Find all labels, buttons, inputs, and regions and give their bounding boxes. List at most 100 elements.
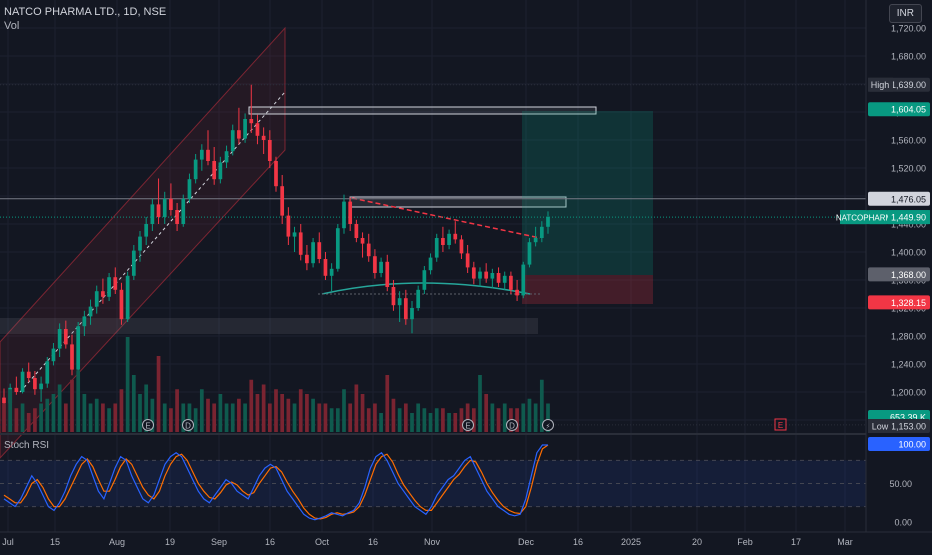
volume-bar [403, 403, 408, 432]
volume-bar [101, 403, 105, 432]
volume-bar [447, 413, 451, 432]
candle-body [403, 298, 408, 320]
candle-body [546, 217, 550, 227]
volume-bar [218, 394, 223, 432]
candle-body [249, 119, 254, 124]
last-price-cover [888, 210, 930, 225]
candle-body [63, 329, 68, 345]
trend-line [351, 197, 541, 239]
candle-body [459, 239, 464, 254]
time-tick-label: 20 [692, 537, 702, 547]
candle-body [354, 224, 359, 238]
candle-body [218, 162, 223, 180]
volume-bar [410, 413, 414, 432]
candle-body [428, 257, 433, 271]
event-marker-icon[interactable] [462, 419, 474, 431]
level-price-badge [868, 191, 930, 206]
candle-body [348, 201, 353, 224]
volume-bar [280, 394, 285, 432]
high-tag-label: High [871, 80, 890, 90]
ascending-channel [0, 26, 286, 459]
volume-bar [286, 398, 291, 432]
lightning-marker-icon[interactable] [542, 419, 554, 431]
candle-body [33, 378, 37, 390]
candle-body [156, 204, 161, 217]
candle-body [496, 273, 501, 283]
candle-body [465, 253, 470, 268]
volume-bar [323, 403, 328, 432]
volume-bar [379, 413, 383, 432]
candle-body [342, 201, 346, 229]
stoch-k-line [3, 444, 548, 521]
candle-body [206, 149, 210, 161]
earnings-marker-icon[interactable] [774, 418, 787, 431]
volume-bar [416, 403, 421, 432]
volume-bar [113, 403, 118, 432]
earnings-marker-letter: E [778, 421, 783, 430]
candle-body [267, 140, 272, 161]
candle-body [515, 289, 519, 296]
volume-bar [335, 408, 340, 432]
event-marker-icon[interactable] [142, 419, 154, 431]
candle-body [305, 254, 309, 264]
volume-bar [206, 398, 210, 432]
volume-bar [76, 370, 81, 432]
candle-body [311, 242, 315, 264]
candle-body [360, 238, 365, 244]
volume-bar [298, 389, 303, 432]
event-marker-icon[interactable] [182, 419, 194, 431]
candle-body [169, 198, 173, 210]
volume-bar [422, 408, 427, 432]
volume-bar [51, 394, 56, 432]
volume-label: Vol [4, 20, 20, 32]
candle-body [26, 371, 31, 378]
stoch-k-value-value: 100.00 [898, 440, 926, 450]
volume-bar [131, 375, 136, 432]
volume-bar [45, 398, 50, 432]
candle-body [51, 348, 56, 362]
volume-bar [329, 408, 334, 432]
position-stop-zone [522, 275, 653, 304]
candle-body [150, 204, 155, 224]
event-marker-icon[interactable] [506, 419, 518, 431]
lightning-marker-glyph: ⚡ [546, 423, 551, 431]
candle-body [521, 264, 526, 296]
low-tag-label: Low [872, 422, 889, 432]
volume-bar [441, 408, 445, 432]
candle-body [94, 291, 99, 307]
candle-body [366, 243, 371, 257]
volume-bar [39, 403, 43, 432]
price-tick-label: 1,520.00 [891, 164, 926, 174]
volume-bar [107, 408, 111, 432]
price-tick-label: 1,680.00 [891, 52, 926, 62]
volume-bar [267, 403, 272, 432]
volume-bar [373, 403, 377, 432]
volume-bar [156, 356, 161, 432]
volume-bar [193, 408, 198, 432]
candle-body [76, 326, 81, 370]
event-marker-letter: E [145, 422, 150, 431]
volume-bar [249, 379, 254, 432]
volume-bar [471, 408, 476, 432]
candle-body [70, 344, 74, 370]
volume-bar [311, 398, 315, 432]
candle-body [113, 277, 118, 290]
volume-bar [391, 398, 396, 432]
level-price-value: 1,476.05 [891, 194, 926, 204]
time-tick-label: Nov [424, 537, 441, 547]
volume-value-value: 653.39 K [890, 413, 926, 423]
volume-bar [261, 384, 266, 432]
volume-bar [2, 403, 6, 432]
volume-bar [539, 379, 544, 432]
volume-bar [243, 403, 247, 432]
position-target-zone [522, 111, 653, 275]
candle-body [45, 361, 50, 384]
currency-button[interactable]: INR [888, 4, 922, 23]
chart-title: NATCO PHARMA LTD., 1D, NSE [4, 6, 167, 18]
candle-body [237, 130, 241, 139]
candle-body [193, 159, 198, 180]
candle-body [379, 261, 383, 273]
time-tick-label: Mar [837, 537, 853, 547]
stop-price-badge [868, 295, 930, 310]
